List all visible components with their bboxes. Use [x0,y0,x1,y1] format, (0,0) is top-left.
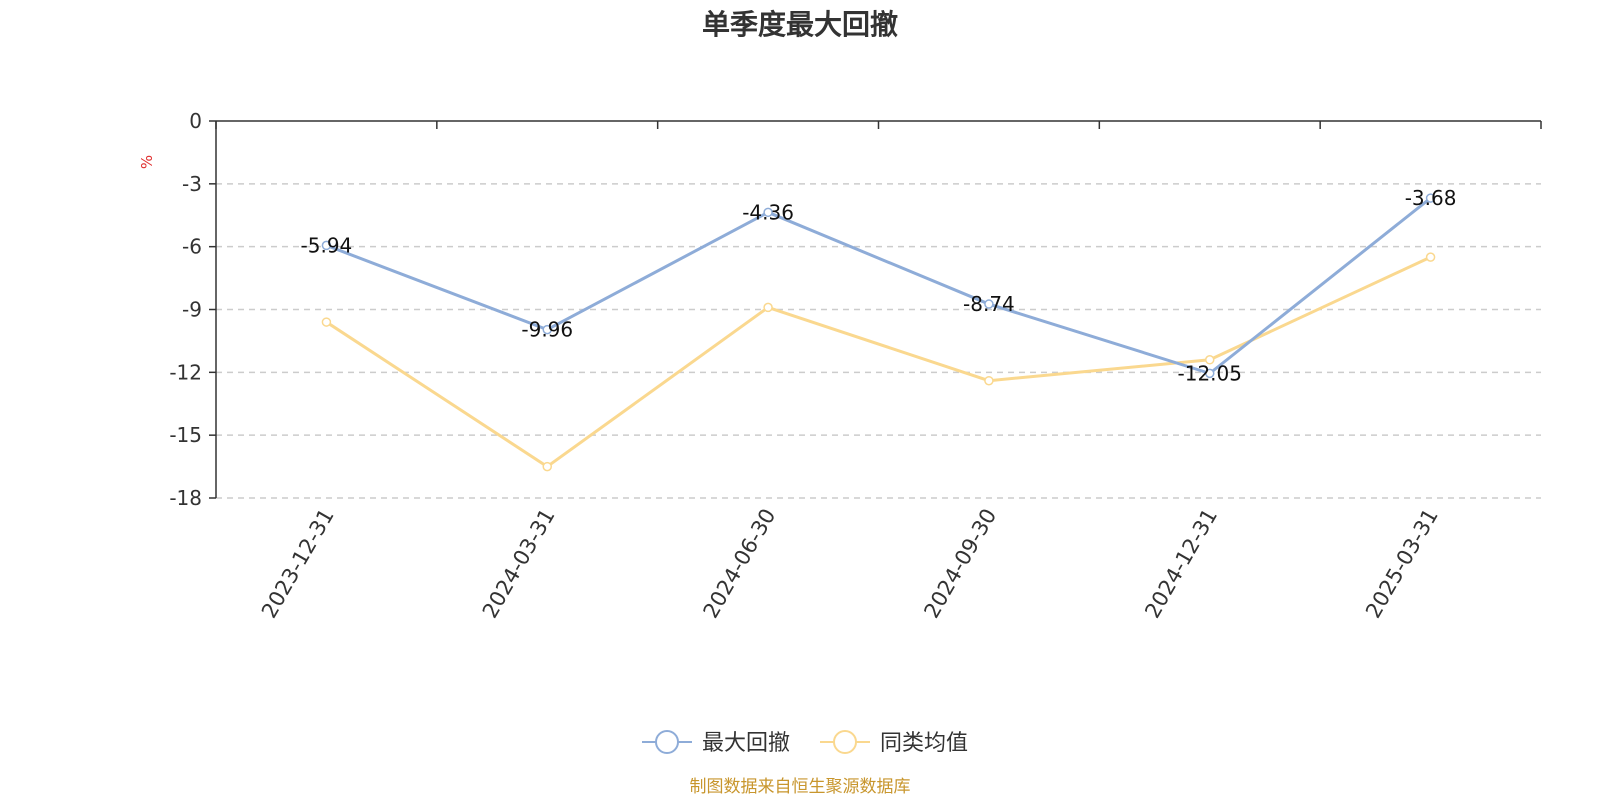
x-tick-label: 2025-03-31 [1361,505,1443,623]
y-tick-label: -9 [182,298,202,322]
y-tick-label: -15 [169,423,202,447]
y-axis-unit: % [138,155,156,169]
x-tick-label: 2024-12-31 [1140,505,1222,623]
series-line-0 [325,196,1432,375]
x-tick-label: 2024-09-30 [919,505,1001,623]
y-tick-label: -18 [169,486,202,510]
y-axis-ticks: 0 -3 -6 -9 -12 -15 -18 [169,109,216,510]
y-tick-label: -12 [169,360,202,384]
legend-marker [655,730,679,754]
y-tick-label: -3 [182,172,202,196]
source-note: 制图数据来自恒生聚源数据库 [690,777,911,797]
data-point [1205,368,1215,379]
data-point [1425,193,1436,203]
data-point [321,317,332,327]
data-point [763,302,773,313]
x-tick-label: 2023-12-31 [257,505,339,623]
data-point [1425,252,1436,262]
legend-marker [833,730,857,754]
data-label: -4.36 [742,200,794,224]
x-tick-label: 2024-03-31 [478,505,560,623]
data-point [984,375,994,386]
x-tick-label: 2024-06-30 [699,505,781,623]
legend-item-0[interactable]: 最大回撤 [642,730,790,756]
data-point [984,299,994,309]
data-label: -3.68 [1405,186,1457,210]
y-tick-label: 0 [189,109,202,133]
data-label: -8.74 [963,292,1015,316]
legend: 最大回撤 同类均值 [642,730,968,756]
data-point [542,461,552,472]
data-point [321,240,332,251]
data-labels: -5.94 -9.96 -4.36 -8.74 -12.05 -3.68 [301,186,1457,385]
data-point [763,207,773,218]
chart-title: 单季度最大回撤 [702,8,898,41]
y-tick-label: -6 [182,235,202,259]
grid-lines [216,183,1541,499]
data-label: -5.94 [301,233,353,257]
legend-item-1[interactable]: 同类均值 [820,730,968,756]
legend-label: 同类均值 [880,731,968,756]
series-layer [321,193,1436,472]
data-label: -12.05 [1178,361,1242,385]
legend-label: 最大回撤 [702,731,790,756]
data-label: -9.96 [521,318,573,342]
data-point [542,324,552,335]
data-point [1205,355,1215,365]
